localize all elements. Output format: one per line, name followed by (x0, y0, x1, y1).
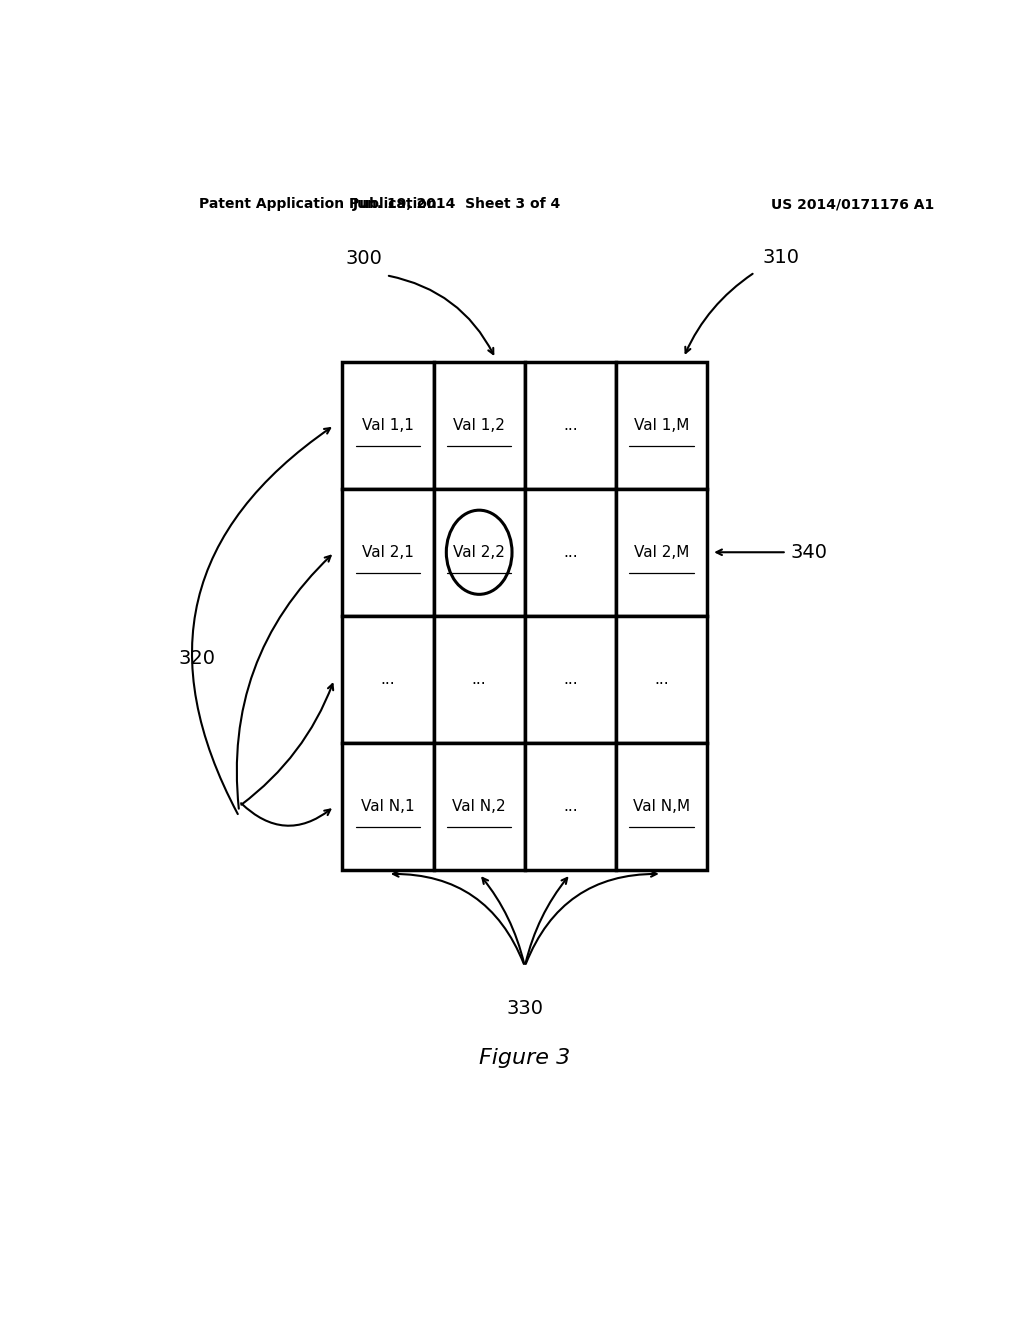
Bar (342, 362, 433, 488)
Text: ...: ... (563, 672, 578, 686)
Text: Val 2,1: Val 2,1 (361, 545, 414, 560)
Text: Val 2,M: Val 2,M (634, 545, 689, 560)
Bar (342, 743, 433, 870)
Text: Val N,2: Val N,2 (453, 799, 506, 814)
Bar (524, 488, 616, 615)
Text: Val 1,M: Val 1,M (634, 417, 689, 433)
Text: Patent Application Publication: Patent Application Publication (200, 197, 437, 211)
Text: Jun. 19, 2014  Sheet 3 of 4: Jun. 19, 2014 Sheet 3 of 4 (353, 197, 561, 211)
Text: ...: ... (563, 545, 578, 560)
Text: Val N,M: Val N,M (633, 799, 690, 814)
Bar (433, 743, 524, 870)
Text: ...: ... (654, 672, 669, 686)
Text: ...: ... (381, 672, 395, 686)
Bar (616, 362, 708, 488)
Text: 330: 330 (506, 999, 544, 1018)
Text: ...: ... (563, 799, 578, 814)
Bar (524, 362, 616, 488)
Text: Figure 3: Figure 3 (479, 1048, 570, 1068)
Text: 300: 300 (346, 249, 383, 268)
Bar (342, 615, 433, 743)
Text: ...: ... (472, 672, 486, 686)
Bar (433, 488, 524, 615)
Bar (616, 615, 708, 743)
Text: 340: 340 (791, 543, 827, 562)
Bar (616, 488, 708, 615)
Bar (433, 362, 524, 488)
Bar (433, 615, 524, 743)
Text: 310: 310 (763, 248, 800, 267)
Text: Val N,1: Val N,1 (361, 799, 415, 814)
Bar (524, 743, 616, 870)
Bar (616, 743, 708, 870)
Bar (524, 615, 616, 743)
Text: Val 2,2: Val 2,2 (454, 545, 505, 560)
Text: US 2014/0171176 A1: US 2014/0171176 A1 (771, 197, 934, 211)
Text: Val 1,1: Val 1,1 (361, 417, 414, 433)
Text: Val 1,2: Val 1,2 (454, 417, 505, 433)
Text: 320: 320 (178, 649, 215, 668)
Bar (342, 488, 433, 615)
Text: ...: ... (563, 417, 578, 433)
